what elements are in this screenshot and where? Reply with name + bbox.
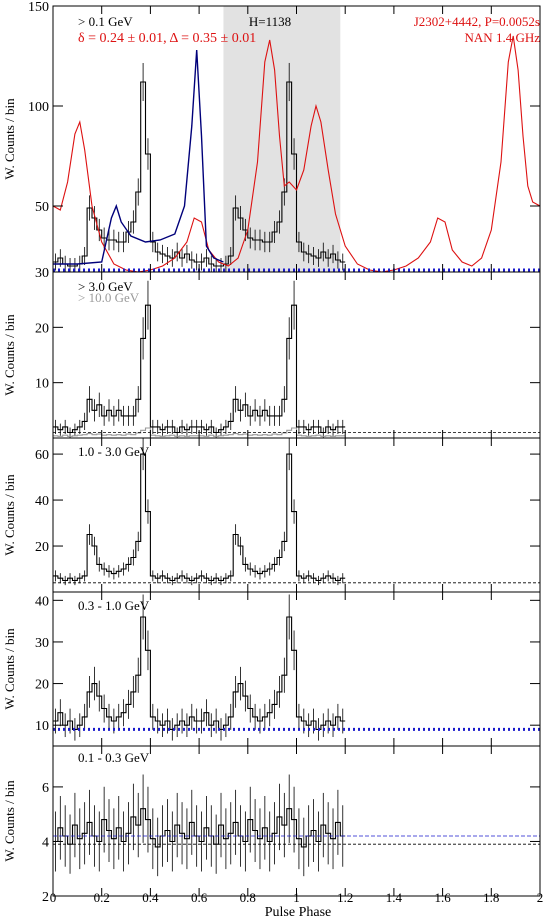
panel-p5: 2 4 6 W. Counts / bin 0.1 - 0.3 GeV [2, 745, 541, 905]
y-tick-label: 2 [42, 890, 49, 905]
y-tick-label: 40 [35, 494, 49, 509]
panel-label: NAN 1.4 GHz [465, 30, 541, 45]
y-tick-label: 50 [35, 200, 49, 215]
x-tick-label: 0.4 [142, 890, 159, 905]
y-tick-label: 30 [35, 636, 49, 651]
x-tick-label: 1 [293, 890, 300, 905]
y-tick-label: 100 [28, 100, 49, 115]
histogram-series-0 [53, 453, 346, 582]
x-tick-label: 1.2 [337, 890, 353, 905]
x-tick-label: 0.2 [94, 890, 110, 905]
histogram-series-0 [53, 81, 346, 267]
x-tick-label: 1.6 [434, 890, 451, 905]
panel-label: 1.0 - 3.0 GeV [78, 444, 150, 459]
lightcurve-fit [53, 49, 224, 265]
y-tick-label: 30 [35, 266, 49, 281]
y-tick-label: 20 [35, 678, 49, 693]
y-tick-label: 20 [35, 321, 49, 336]
panel-label: δ = 0.24 ± 0.01, Δ = 0.35 ± 0.01 [78, 31, 256, 46]
x-tick-label: 0.8 [240, 890, 256, 905]
panel-label: 0.3 - 1.0 GeV [78, 598, 150, 613]
x-tick-label: 1.8 [483, 890, 499, 905]
panel-label: > 3.0 GeV [78, 279, 133, 294]
y-axis-label: W. Counts / bin [2, 314, 17, 396]
y-tick-label: 40 [35, 594, 49, 609]
panel-label: > 0.1 GeV [78, 14, 133, 29]
histogram-series-0 [53, 616, 346, 730]
panel-p2: 10 20 30 W. Counts / bin > 3.0 GeV> 10.0 GeV [2, 266, 541, 439]
panel-label: 0.1 - 0.3 GeV [78, 750, 150, 765]
x-tick-label: 2 [537, 890, 544, 905]
y-tick-label: 10 [35, 377, 49, 392]
y-tick-label: 4 [42, 835, 49, 850]
panel-p3: 20 40 60 W. Counts / bin 1.0 - 3.0 GeV [2, 437, 541, 593]
x-tick-label: 1.4 [386, 890, 403, 905]
panel-p1: 50 100 150 W. Counts / bin > 0.1 GeV H=1138 J2… [2, 0, 541, 273]
x-tick-label: 0 [50, 890, 57, 905]
y-axis-label: W. Counts / bin [2, 474, 17, 556]
panel-label: J2302+4442, P=0.0052s [414, 14, 540, 29]
histogram-series-0 [53, 304, 346, 434]
panel-p4: 10 20 30 40 W. Counts / bin 0.3 - 1.0 GeV [2, 591, 541, 747]
x-axis-label: Pulse Phase [265, 905, 332, 920]
y-tick-label: 150 [28, 0, 49, 15]
panel-label: > 10.0 GeV [78, 290, 140, 305]
y-axis-label: W. Counts / bin [2, 98, 17, 180]
y-axis-label: W. Counts / bin [2, 780, 17, 862]
histogram-series-0 [53, 808, 346, 848]
y-tick-label: 6 [42, 781, 49, 796]
y-axis-label: W. Counts / bin [2, 628, 17, 710]
x-tick-label: 0.6 [191, 890, 208, 905]
panel-label: H=1138 [249, 14, 291, 29]
y-tick-label: 20 [35, 540, 49, 555]
y-tick-label: 60 [35, 448, 49, 463]
y-tick-label: 10 [35, 719, 49, 734]
